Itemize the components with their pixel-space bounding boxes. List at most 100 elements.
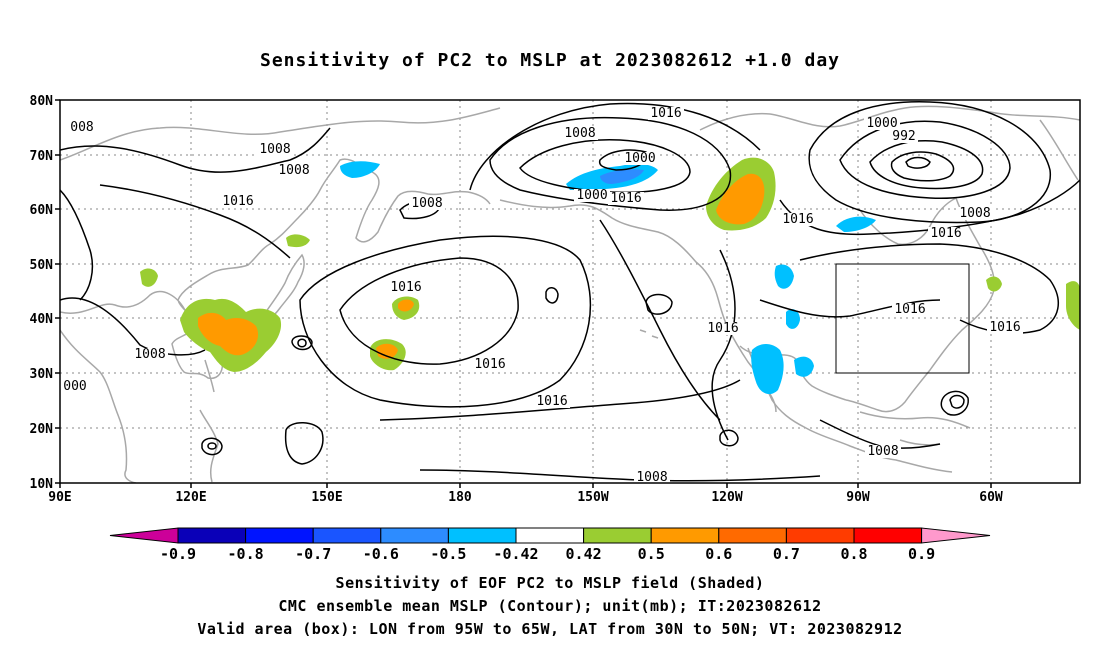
shade-patch-us-neg-2 (786, 309, 800, 329)
coastline-taiwan-philippines (199, 359, 219, 483)
contour-label: 1016 (650, 106, 681, 121)
lat-tick-label: 30N (30, 367, 54, 382)
colorbar-segment (583, 527, 652, 544)
contour-ring-phil-2 (207, 442, 217, 450)
contour-label-bg (608, 192, 644, 205)
shade-patch-hudson-neg (836, 216, 876, 232)
shade-patch-atlantic-pos (986, 276, 1002, 292)
colorbar-left-tip (109, 527, 179, 544)
colorbar-label: -0.8 (228, 545, 264, 563)
contour-label-bg (987, 321, 1023, 334)
contour-label-bg (257, 143, 293, 156)
contour-label: 1008 (636, 470, 667, 485)
colorbar-segment (312, 527, 382, 544)
contour-992-low (839, 120, 1011, 199)
lat-tick-label: 60N (30, 203, 54, 218)
contour-ring-japan-1 (291, 335, 313, 351)
colorbar-segment (785, 527, 855, 544)
map-frame (59, 99, 1081, 484)
valid-area-box (835, 263, 970, 374)
lat-tick-label: 70N (30, 149, 54, 164)
sensitivity-shading (140, 157, 1080, 395)
colorbar-label: 0.42 (566, 545, 602, 563)
colorbar-segment (515, 527, 585, 544)
coastline-hudson-bay (859, 197, 957, 246)
contour-label-bg (276, 164, 312, 177)
contour-1016-south (379, 379, 741, 421)
contour-label: 1008 (278, 163, 309, 178)
shade-patch-bc-pos-core (716, 173, 765, 225)
colorbar-segment (245, 527, 314, 544)
coastline-siberia-north (60, 107, 501, 161)
contour-label: 1008 (867, 444, 898, 459)
contour-label: 1008 (411, 196, 442, 211)
chart-title: Sensitivity of PC2 to MSLP at 2023082612… (259, 50, 840, 71)
coastline-canada-arctic (699, 105, 1080, 131)
coastline-greenland (1039, 119, 1079, 181)
lat-tick-label: 20N (30, 422, 54, 437)
contour-label: 1016 (610, 191, 641, 206)
contour-label-bg (865, 445, 901, 458)
shade-patch-korea (140, 268, 158, 287)
contour-ring-hawaii (645, 293, 673, 315)
colorbar-label: -0.5 (430, 545, 466, 563)
contour-label: 1008 (959, 206, 990, 221)
colorbar-label: -0.7 (295, 545, 331, 563)
shade-patch-pacific-2-core (376, 343, 398, 359)
colorbar: -0.9 -0.8 -0.7 -0.6 -0.5 -0.42 0.42 0.5 0.6 0.7 0.… (109, 527, 991, 563)
colorbar-segment (447, 527, 517, 544)
contour-label: 1000 (576, 188, 607, 203)
contour-label: 1016 (474, 357, 505, 372)
colorbar-label: 0.5 (638, 545, 665, 563)
contour-1000-outer (808, 101, 1051, 224)
lon-tick-label: 120W (711, 490, 742, 505)
colorbar-segment (853, 527, 923, 544)
colorbar-right-tip (921, 527, 991, 544)
contour-ring-phil-1 (201, 437, 223, 456)
contour-label: 1016 (989, 320, 1020, 335)
colorbar-label: 0.9 (908, 545, 935, 563)
contour-label-bg (864, 117, 900, 130)
contour-1016-west-edge (60, 189, 94, 301)
contour-label-bg (574, 189, 610, 202)
lon-tick-label: 180 (448, 490, 472, 505)
colorbar-segment (718, 527, 787, 544)
contour-label-bg (388, 281, 424, 294)
contour-label-bg (61, 380, 89, 393)
contour-label: 1016 (930, 226, 961, 241)
shade-patch-east-edge (1066, 281, 1080, 330)
contour-label-bg (132, 348, 168, 361)
footer-line-1: Sensitivity of EOF PC2 to MSLP field (Sh… (335, 574, 765, 592)
contour-984-core (890, 151, 955, 182)
contour-label: 1008 (134, 347, 165, 362)
contour-label: 1000 (866, 116, 897, 131)
colorbar-label: -0.42 (493, 545, 538, 563)
contour-ring-pac-2 (545, 287, 559, 304)
colorbar-segment (177, 527, 247, 544)
contour-label: 008 (70, 120, 93, 135)
colorbar-label: 0.7 (773, 545, 800, 563)
contour-1016-pacific-inner (339, 257, 519, 365)
contour-label: 1000 (624, 151, 655, 166)
lat-tick-label: 80N (30, 94, 54, 109)
contour-1008-asia-low (60, 297, 206, 356)
contour-label-bg (562, 127, 598, 140)
contour-label-bg (68, 121, 96, 134)
contour-label: 1008 (564, 126, 595, 141)
contour-label-bg (409, 197, 445, 210)
contour-1012-bermuda-2 (949, 394, 965, 409)
contour-label-bg (534, 395, 570, 408)
contour-label-bg (890, 130, 918, 143)
coastline-hawaii-dots (639, 329, 659, 339)
contour-label: 1016 (707, 321, 738, 336)
contour-1000-alaska (519, 139, 691, 194)
contour-label-bg (892, 303, 928, 316)
contour-label: 1016 (536, 394, 567, 409)
contour-label-bg (472, 358, 508, 371)
lon-tick-label: 150W (577, 490, 608, 505)
contour-ring-japan-2 (297, 338, 307, 348)
contour-1016-gulf-alaska (469, 102, 761, 191)
